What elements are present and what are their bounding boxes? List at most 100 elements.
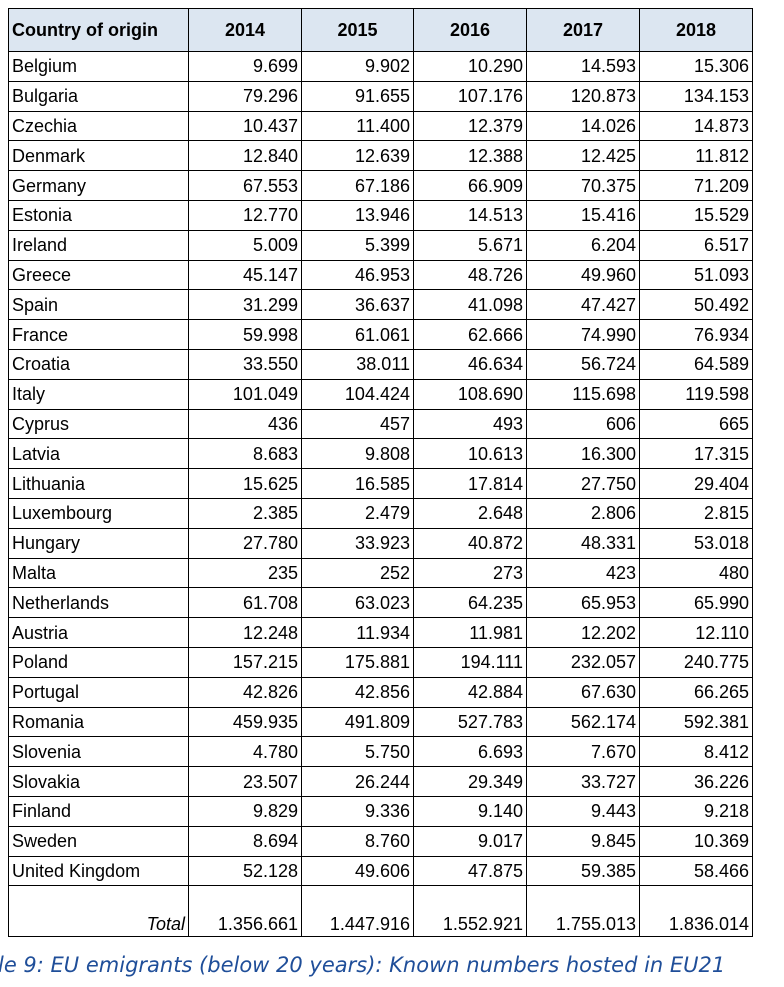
table-row: Portugal 42.826 42.856 42.884 67.630 66.265 — [8, 676, 753, 708]
total-cell: 1.356.661 — [188, 885, 302, 938]
value-cell: 240.775 — [639, 646, 753, 678]
country-cell: Romania — [8, 706, 189, 738]
value-cell: 2.815 — [639, 497, 753, 529]
value-cell: 8.760 — [301, 825, 414, 857]
country-cell: Latvia — [8, 438, 189, 470]
value-cell: 423 — [526, 557, 640, 589]
value-cell: 45.147 — [188, 259, 302, 291]
value-cell: 36.637 — [301, 289, 414, 321]
value-cell: 91.655 — [301, 80, 414, 112]
value-cell: 120.873 — [526, 80, 640, 112]
value-cell: 53.018 — [639, 527, 753, 559]
country-cell: Estonia — [8, 199, 189, 231]
value-cell: 5.671 — [413, 229, 527, 261]
value-cell: 9.140 — [413, 795, 527, 827]
value-cell: 12.770 — [188, 199, 302, 231]
value-cell: 8.412 — [639, 736, 753, 768]
value-cell: 15.625 — [188, 468, 302, 499]
country-cell: Bulgaria — [8, 80, 189, 112]
header-cell: 2017 — [526, 8, 640, 52]
value-cell: 12.202 — [526, 617, 640, 648]
value-cell: 49.606 — [301, 855, 414, 887]
table-row: United Kingdom 52.128 49.606 47.875 59.385 58… — [8, 855, 753, 887]
value-cell: 12.110 — [639, 617, 753, 648]
country-cell: Greece — [8, 259, 189, 291]
country-cell: France — [8, 319, 189, 350]
value-cell: 50.492 — [639, 289, 753, 321]
value-cell: 11.934 — [301, 617, 414, 648]
country-cell: Lithuania — [8, 468, 189, 499]
value-cell: 459.935 — [188, 706, 302, 738]
value-cell: 59.385 — [526, 855, 640, 887]
value-cell: 8.694 — [188, 825, 302, 857]
value-cell: 36.226 — [639, 766, 753, 797]
country-cell: Italy — [8, 378, 189, 410]
value-cell: 14.026 — [526, 110, 640, 142]
table-row: France 59.998 61.061 62.666 74.990 76.934 — [8, 319, 753, 350]
value-cell: 12.840 — [188, 140, 302, 172]
value-cell: 252 — [301, 557, 414, 589]
country-cell: Luxembourg — [8, 497, 189, 529]
table-row: Romania 459.935 491.809 527.783 562.174 592.3… — [8, 706, 753, 738]
value-cell: 11.400 — [301, 110, 414, 142]
total-row: Total 1.356.661 1.447.916 1.552.921 1.755.01… — [8, 885, 753, 938]
value-cell: 59.998 — [188, 319, 302, 350]
value-cell: 46.953 — [301, 259, 414, 291]
header-cell: 2015 — [301, 8, 414, 52]
value-cell: 119.598 — [639, 378, 753, 410]
data-table: Country of origin 2014 2015 2016 2017 2018 Be… — [8, 8, 753, 938]
value-cell: 52.128 — [188, 855, 302, 887]
value-cell: 2.385 — [188, 497, 302, 529]
value-cell: 56.724 — [526, 348, 640, 380]
value-cell: 493 — [413, 408, 527, 440]
header-cell: 2016 — [413, 8, 527, 52]
country-cell: Austria — [8, 617, 189, 648]
table-row: Ireland 5.009 5.399 5.671 6.204 6.517 — [8, 229, 753, 261]
value-cell: 41.098 — [413, 289, 527, 321]
table-row: Finland 9.829 9.336 9.140 9.443 9.218 — [8, 795, 753, 827]
table-row: Slovakia 23.507 26.244 29.349 33.727 36.226 — [8, 766, 753, 797]
table-row: Austria 12.248 11.934 11.981 12.202 12.110 — [8, 617, 753, 648]
value-cell: 9.443 — [526, 795, 640, 827]
value-cell: 71.209 — [639, 170, 753, 201]
country-cell: Sweden — [8, 825, 189, 857]
total-cell: 1.755.013 — [526, 885, 640, 938]
table-body: Belgium 9.699 9.902 10.290 14.593 15.306 Bulga… — [8, 51, 753, 938]
value-cell: 101.049 — [188, 378, 302, 410]
value-cell: 51.093 — [639, 259, 753, 291]
country-cell: Belgium — [8, 51, 189, 82]
header-cell: Country of origin — [8, 8, 189, 52]
value-cell: 5.399 — [301, 229, 414, 261]
value-cell: 62.666 — [413, 319, 527, 350]
value-cell: 16.300 — [526, 438, 640, 470]
value-cell: 436 — [188, 408, 302, 440]
value-cell: 16.585 — [301, 468, 414, 499]
value-cell: 9.218 — [639, 795, 753, 827]
table-row: Hungary 27.780 33.923 40.872 48.331 53.018 — [8, 527, 753, 559]
value-cell: 10.437 — [188, 110, 302, 142]
country-cell: Croatia — [8, 348, 189, 380]
value-cell: 665 — [639, 408, 753, 440]
value-cell: 2.648 — [413, 497, 527, 529]
value-cell: 5.009 — [188, 229, 302, 261]
value-cell: 17.814 — [413, 468, 527, 499]
table-row: Germany 67.553 67.186 66.909 70.375 71.209 — [8, 170, 753, 201]
value-cell: 29.404 — [639, 468, 753, 499]
value-cell: 17.315 — [639, 438, 753, 470]
value-cell: 6.693 — [413, 736, 527, 768]
country-cell: Czechia — [8, 110, 189, 142]
value-cell: 33.727 — [526, 766, 640, 797]
table-row: Poland 157.215 175.881 194.111 232.057 240.77… — [8, 646, 753, 678]
value-cell: 2.806 — [526, 497, 640, 529]
value-cell: 14.873 — [639, 110, 753, 142]
value-cell: 9.845 — [526, 825, 640, 857]
value-cell: 115.698 — [526, 378, 640, 410]
table-row: Netherlands 61.708 63.023 64.235 65.953 65.99… — [8, 587, 753, 619]
value-cell: 12.379 — [413, 110, 527, 142]
value-cell: 64.235 — [413, 587, 527, 619]
value-cell: 9.017 — [413, 825, 527, 857]
value-cell: 27.750 — [526, 468, 640, 499]
value-cell: 9.829 — [188, 795, 302, 827]
value-cell: 26.244 — [301, 766, 414, 797]
value-cell: 42.884 — [413, 676, 527, 708]
